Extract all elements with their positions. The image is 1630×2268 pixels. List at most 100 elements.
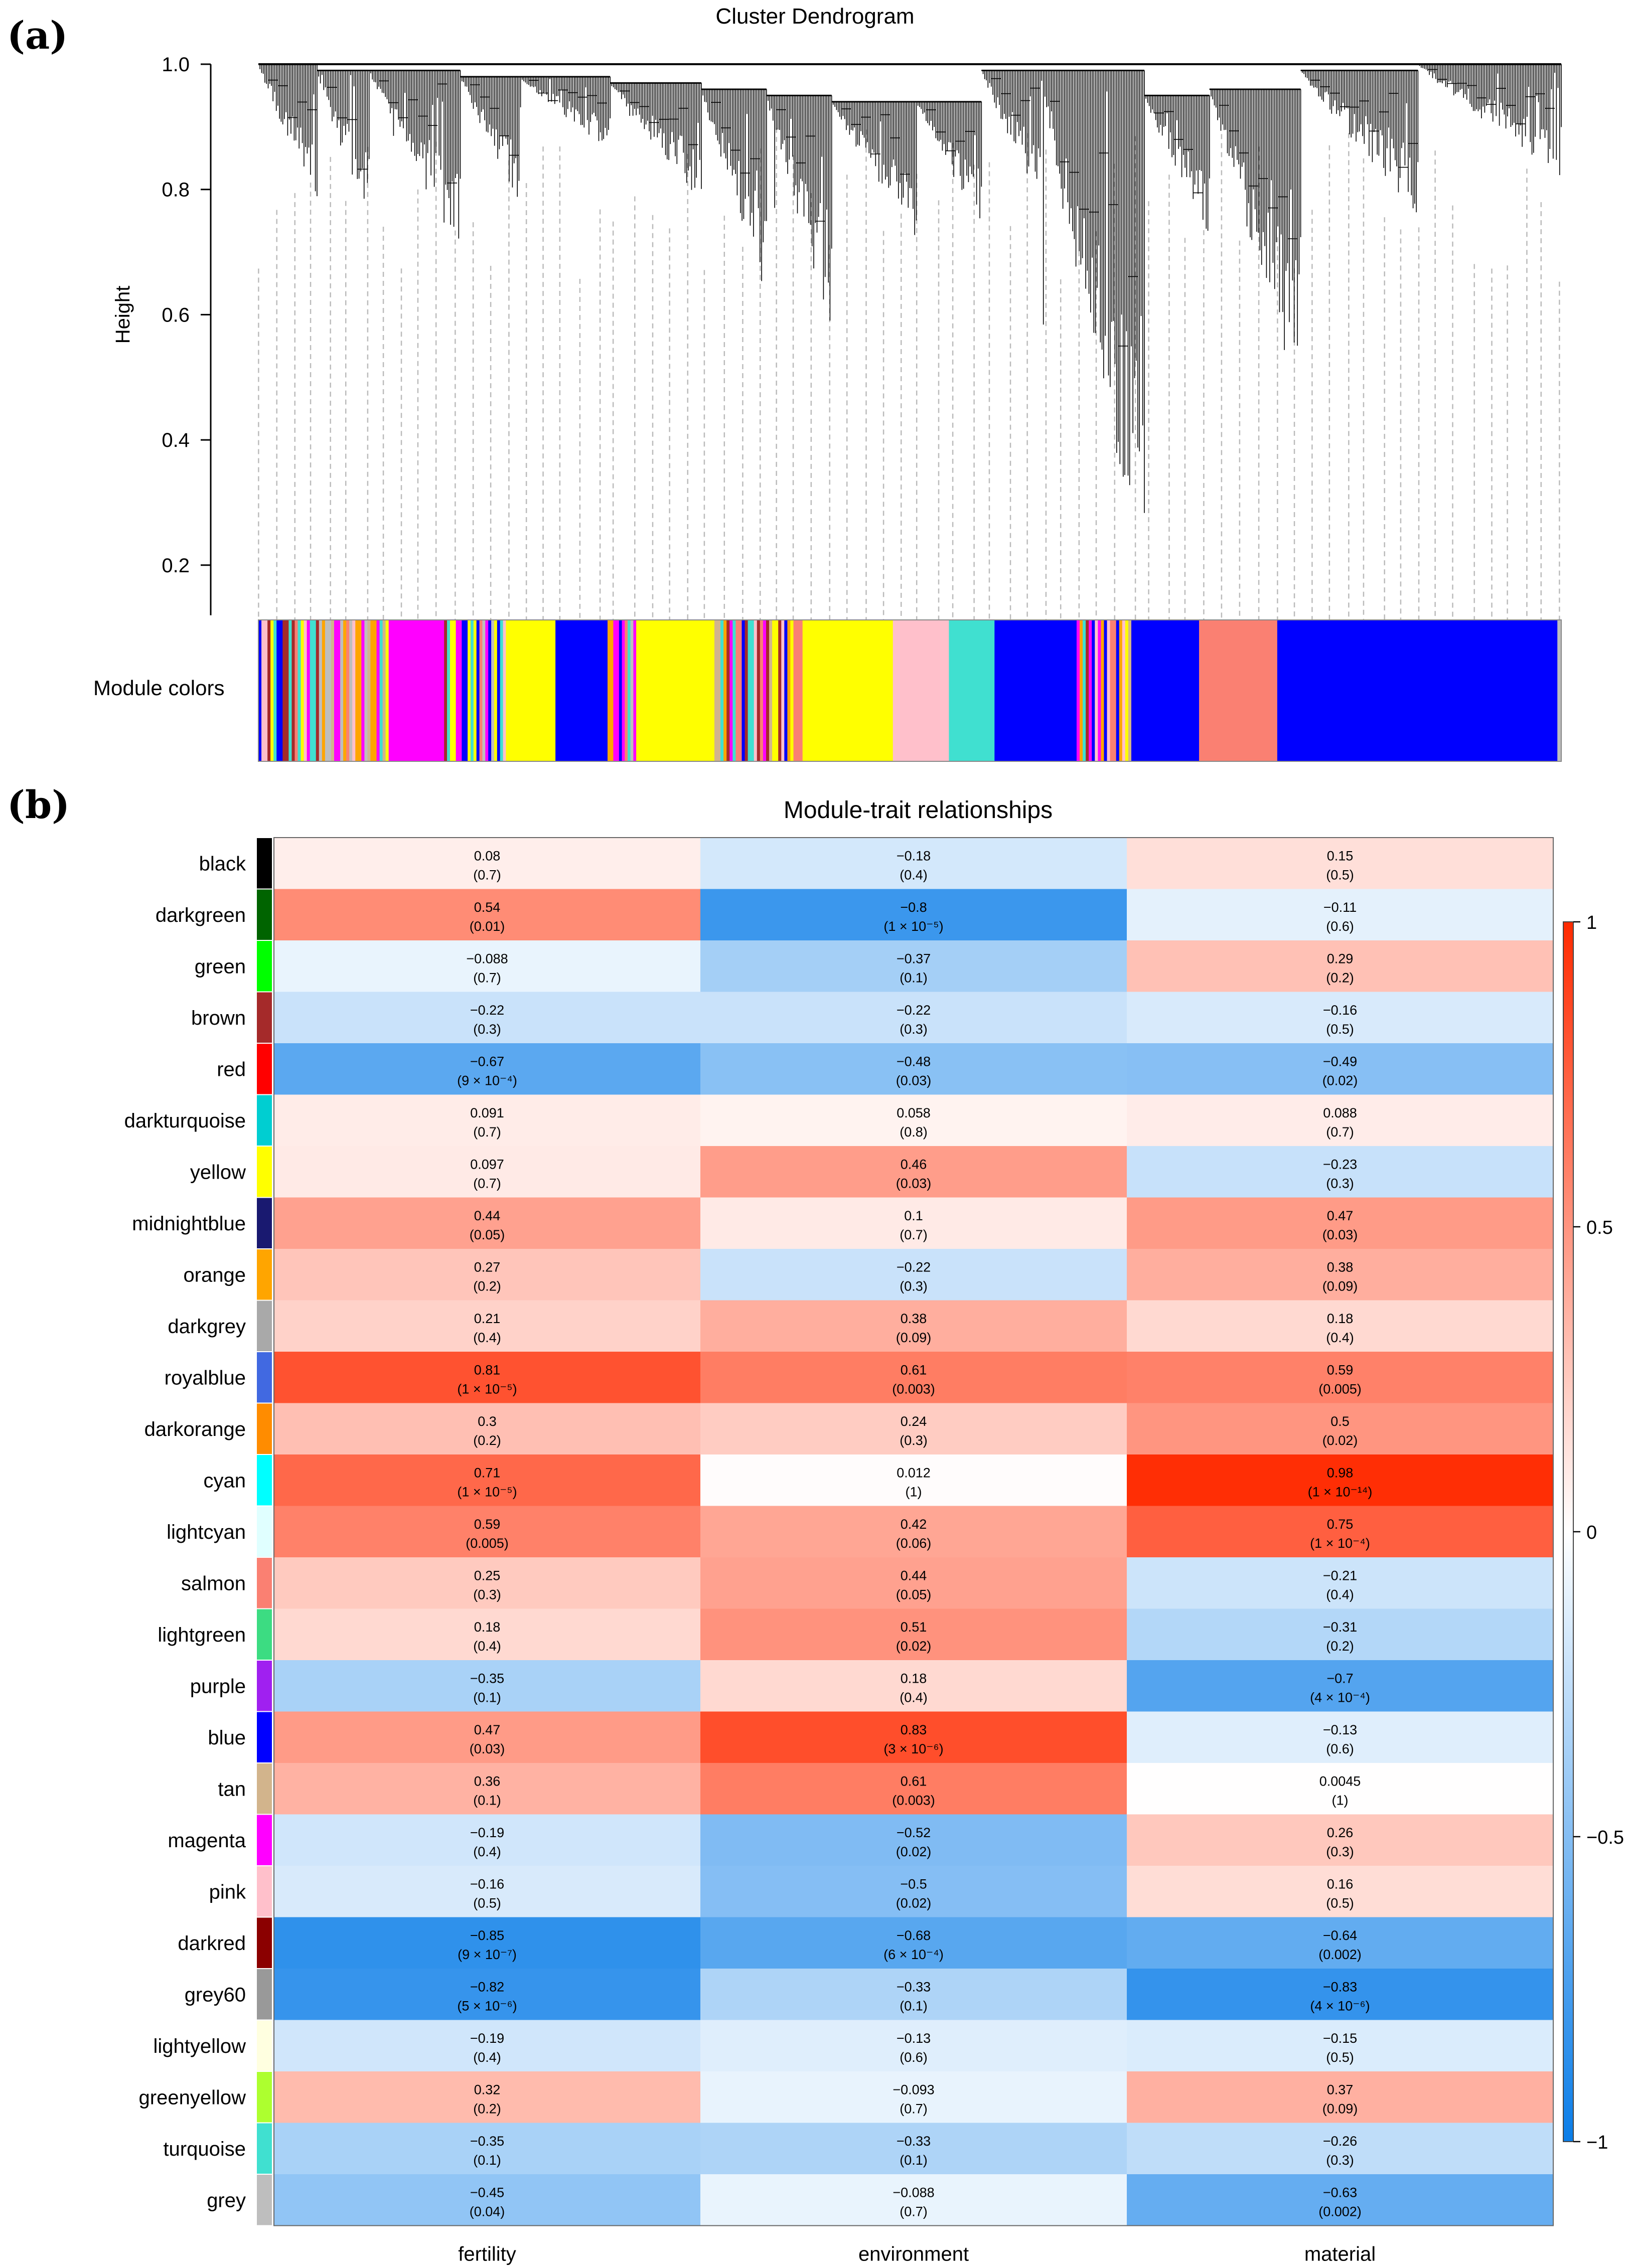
colorbar: 1 0.5 0 −0.5 −1	[1563, 912, 1624, 2153]
cell-pvalue: (1 × 10⁻⁵)	[457, 1381, 517, 1396]
cell-correlation: −0.19	[470, 2031, 504, 2046]
module-band-stripe	[732, 620, 736, 761]
cell-pvalue: (0.6)	[1326, 919, 1354, 934]
heatmap-cell	[1127, 1814, 1554, 1866]
heatmap-cell	[1127, 1917, 1554, 1969]
row-label-orange: orange	[183, 1264, 246, 1286]
heatmap-cell	[1127, 1969, 1554, 2020]
heatmap-row-labels: black darkgreen green brown red darkturquoise…	[124, 853, 246, 2211]
module-band-stripe	[343, 620, 347, 761]
heatmap-cell	[700, 1300, 1127, 1352]
row-label-darkorange: darkorange	[144, 1418, 246, 1440]
cell-pvalue: (0.002)	[1318, 1947, 1362, 1962]
module-band-stripe	[482, 620, 486, 761]
module-band-stripe	[1076, 620, 1080, 761]
cell-pvalue: (0.1)	[900, 970, 928, 985]
cell-correlation: −0.85	[470, 1928, 504, 1943]
cell-pvalue: (1 × 10⁻⁵)	[457, 1484, 517, 1499]
cell-pvalue: (0.7)	[473, 1176, 501, 1191]
colorbar-tick-label: 0.5	[1586, 1217, 1613, 1238]
cell-pvalue: (0.3)	[1326, 1844, 1354, 1859]
cell-pvalue: (0.5)	[1326, 867, 1354, 882]
module-band-stripe	[1083, 620, 1086, 761]
module-band-stripe	[331, 620, 335, 761]
cell-pvalue: (0.05)	[896, 1587, 932, 1602]
cluster-branches	[1040, 70, 1145, 513]
module-band-stripe	[1107, 620, 1111, 761]
module-band-stripe	[310, 620, 314, 761]
heatmap-cell	[1127, 1454, 1554, 1506]
swatch-brown	[257, 992, 272, 1043]
cell-correlation: 0.51	[901, 1619, 927, 1635]
module-band-stripe	[802, 620, 806, 761]
heatmap-cell	[274, 940, 701, 992]
cell-pvalue: (0.02)	[896, 1895, 932, 1910]
heatmap-cell	[1127, 2174, 1554, 2226]
module-band-stripe	[1116, 620, 1120, 761]
module-band-stripe	[462, 620, 465, 761]
cluster-branches	[258, 64, 318, 197]
heatmap-cell	[1127, 1043, 1554, 1095]
cell-correlation: −0.16	[1323, 1003, 1357, 1018]
module-band-stripe	[497, 620, 501, 761]
cell-correlation: −0.15	[1323, 2031, 1357, 2046]
heatmap-cell	[1127, 1557, 1554, 1609]
heatmap-cell	[274, 1352, 701, 1403]
module-band-stripe	[473, 620, 477, 761]
cell-pvalue: (0.6)	[1326, 1741, 1354, 1756]
module-band-stripe	[760, 620, 764, 761]
cell-pvalue: (5 × 10⁻⁶)	[457, 1998, 517, 2013]
heatmap-cell	[1127, 2020, 1554, 2072]
cell-correlation: −0.22	[897, 1259, 931, 1274]
cell-pvalue: (0.02)	[896, 1639, 932, 1654]
module-band-blue	[1277, 620, 1367, 761]
cell-pvalue: (0.4)	[473, 2050, 501, 2065]
cell-correlation: −0.13	[1323, 1722, 1357, 1737]
y-tick-label: 1.0	[162, 54, 190, 76]
cell-correlation: 0.25	[474, 1568, 501, 1583]
module-band-stripe	[453, 620, 457, 761]
module-band-stripe	[485, 620, 489, 761]
row-label-grey: grey	[207, 2189, 246, 2211]
swatch-midnightblue	[257, 1198, 272, 1248]
module-band-stripe	[340, 620, 344, 761]
module-band-stripe	[757, 620, 761, 761]
heatmap-cell	[274, 1300, 701, 1352]
cell-pvalue: (0.002)	[1318, 2204, 1362, 2219]
module-band-stripe	[267, 620, 271, 761]
cell-correlation: −0.63	[1323, 2185, 1357, 2200]
heatmap-cell	[274, 1660, 701, 1712]
module-band-stripe	[494, 620, 498, 761]
heatmap-cell	[1127, 940, 1554, 992]
module-band-stripe	[456, 620, 460, 761]
heatmap-cell	[700, 1146, 1127, 1198]
module-band-stripe	[503, 620, 507, 761]
heatmap-cell	[274, 1043, 701, 1095]
row-label-green: green	[195, 955, 246, 978]
row-label-tan: tan	[218, 1778, 246, 1800]
module-band-stripe	[382, 620, 386, 761]
cell-pvalue: (0.03)	[1322, 1227, 1358, 1242]
cell-pvalue: (0.4)	[1326, 1587, 1354, 1602]
module-band-stripe	[349, 620, 353, 761]
module-band-stripe	[1092, 620, 1095, 761]
module-band-stripe	[1113, 620, 1117, 761]
cell-pvalue: (0.01)	[470, 919, 505, 934]
module-band-stripe	[468, 620, 471, 761]
cell-pvalue: (0.4)	[473, 1330, 501, 1345]
cell-pvalue: (9 × 10⁻⁴)	[457, 1073, 517, 1088]
dendrogram-y-label: Height	[112, 286, 134, 344]
heatmap-cell	[1127, 1506, 1554, 1558]
heatmap-cell	[700, 1866, 1127, 1917]
cell-pvalue: (0.3)	[900, 1278, 928, 1293]
cell-correlation: −0.11	[1323, 900, 1357, 915]
swatch-salmon	[257, 1558, 272, 1608]
module-color-swatches	[257, 838, 272, 2225]
cell-correlation: 0.21	[474, 1311, 501, 1326]
module-band-stripe	[751, 620, 755, 761]
cell-correlation: −0.67	[470, 1054, 504, 1069]
swatch-darkturquoise	[257, 1095, 272, 1146]
heatmap-cell	[1127, 992, 1554, 1044]
heatmap-cell	[274, 889, 701, 941]
cell-pvalue: (0.02)	[896, 1844, 932, 1859]
